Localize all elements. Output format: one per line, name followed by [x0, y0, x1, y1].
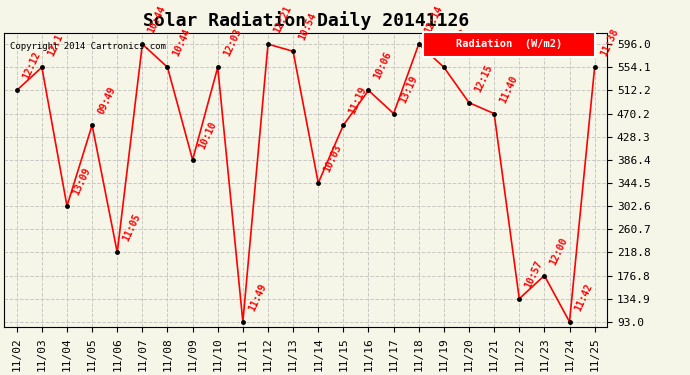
FancyBboxPatch shape — [423, 32, 595, 57]
Text: 12:15: 12:15 — [473, 63, 494, 93]
Text: 13:09: 13:09 — [71, 166, 92, 197]
Text: 10:54: 10:54 — [297, 11, 318, 42]
Text: 11:49: 11:49 — [246, 282, 268, 313]
Text: 10:44: 10:44 — [146, 4, 168, 35]
Text: 11:43: 11:43 — [448, 27, 469, 58]
Text: 11:19: 11:19 — [347, 85, 368, 116]
Title: Solar Radiation Daily 20141126: Solar Radiation Daily 20141126 — [143, 11, 469, 30]
Text: 12:03: 12:03 — [221, 27, 243, 58]
Text: 09:49: 09:49 — [96, 85, 117, 116]
Text: 11:05: 11:05 — [121, 212, 142, 243]
Text: 11:40: 11:40 — [498, 74, 520, 105]
Text: 12:21: 12:21 — [272, 4, 293, 35]
Text: 10:10: 10:10 — [197, 120, 218, 151]
Text: 11:42: 11:42 — [573, 282, 595, 313]
Text: 12:14: 12:14 — [422, 4, 444, 35]
Text: 12:00: 12:00 — [548, 236, 570, 267]
Text: 12:12: 12:12 — [21, 50, 42, 81]
Text: 13:19: 13:19 — [397, 74, 419, 105]
Text: 11:38: 11:38 — [598, 27, 620, 58]
Text: 12:1: 12:1 — [46, 33, 65, 58]
Text: Copyright 2014 Cartronics.com: Copyright 2014 Cartronics.com — [10, 42, 166, 51]
Text: 10:57: 10:57 — [523, 259, 544, 290]
Text: 10:44: 10:44 — [171, 27, 193, 58]
Text: 10:03: 10:03 — [322, 143, 344, 174]
Text: 10:06: 10:06 — [373, 50, 394, 81]
Text: Radiation  (W/m2): Radiation (W/m2) — [456, 39, 562, 49]
